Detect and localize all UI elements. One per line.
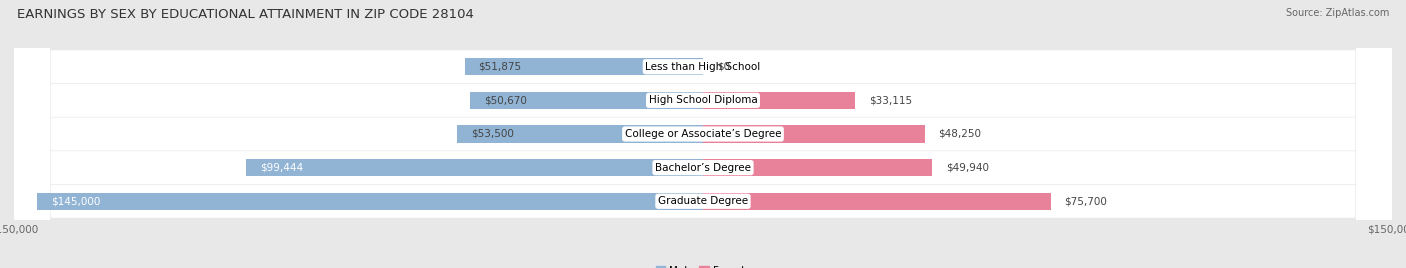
Text: Bachelor’s Degree: Bachelor’s Degree xyxy=(655,163,751,173)
Text: College or Associate’s Degree: College or Associate’s Degree xyxy=(624,129,782,139)
Bar xyxy=(465,58,703,76)
Text: $0: $0 xyxy=(717,62,730,72)
Text: Graduate Degree: Graduate Degree xyxy=(658,196,748,206)
Bar xyxy=(703,159,932,176)
Text: Less than High School: Less than High School xyxy=(645,62,761,72)
Legend: Male, Female: Male, Female xyxy=(651,261,755,268)
Text: High School Diploma: High School Diploma xyxy=(648,95,758,105)
Text: $33,115: $33,115 xyxy=(869,95,912,105)
Text: $50,670: $50,670 xyxy=(484,95,527,105)
Bar xyxy=(246,159,703,176)
Text: $49,940: $49,940 xyxy=(946,163,990,173)
Text: $51,875: $51,875 xyxy=(478,62,522,72)
Text: $53,500: $53,500 xyxy=(471,129,515,139)
FancyBboxPatch shape xyxy=(14,0,1392,268)
Text: Source: ZipAtlas.com: Source: ZipAtlas.com xyxy=(1285,8,1389,18)
FancyBboxPatch shape xyxy=(14,0,1392,268)
Bar xyxy=(37,192,703,210)
Bar xyxy=(470,92,703,109)
Text: $99,444: $99,444 xyxy=(260,163,304,173)
Bar xyxy=(703,92,855,109)
Bar xyxy=(703,125,925,143)
Bar xyxy=(457,125,703,143)
Text: $48,250: $48,250 xyxy=(938,129,981,139)
FancyBboxPatch shape xyxy=(14,0,1392,268)
FancyBboxPatch shape xyxy=(14,0,1392,268)
Text: $145,000: $145,000 xyxy=(51,196,100,206)
Text: $75,700: $75,700 xyxy=(1064,196,1108,206)
Text: EARNINGS BY SEX BY EDUCATIONAL ATTAINMENT IN ZIP CODE 28104: EARNINGS BY SEX BY EDUCATIONAL ATTAINMEN… xyxy=(17,8,474,21)
FancyBboxPatch shape xyxy=(14,0,1392,268)
Bar xyxy=(703,192,1050,210)
